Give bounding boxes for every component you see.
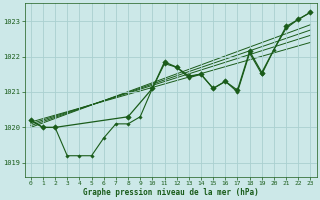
X-axis label: Graphe pression niveau de la mer (hPa): Graphe pression niveau de la mer (hPa)	[83, 188, 259, 197]
